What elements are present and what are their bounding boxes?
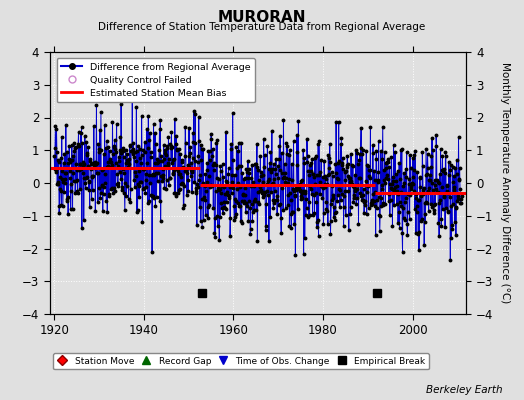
Legend: Station Move, Record Gap, Time of Obs. Change, Empirical Break: Station Move, Record Gap, Time of Obs. C… xyxy=(53,353,429,370)
Text: Difference of Station Temperature Data from Regional Average: Difference of Station Temperature Data f… xyxy=(99,22,425,32)
Text: Berkeley Earth: Berkeley Earth xyxy=(427,385,503,395)
Text: MURORAN: MURORAN xyxy=(218,10,306,25)
Legend: Difference from Regional Average, Quality Control Failed, Estimated Station Mean: Difference from Regional Average, Qualit… xyxy=(57,58,255,102)
Y-axis label: Monthly Temperature Anomaly Difference (°C): Monthly Temperature Anomaly Difference (… xyxy=(500,62,510,304)
